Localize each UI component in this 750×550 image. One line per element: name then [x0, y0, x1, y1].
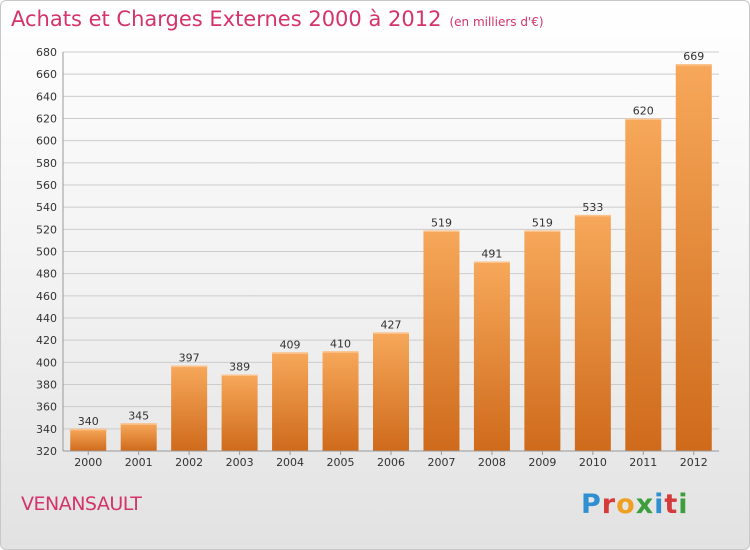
bar-highlight — [675, 64, 712, 66]
axes: 320 340 360 380 400 420 440 460 480 500 520 540 560 5… — [36, 46, 719, 469]
logo-letter: o — [616, 489, 636, 520]
bar-highlight — [272, 352, 309, 354]
y-tick-label: 480 — [36, 268, 57, 281]
x-tick-label: 2008 — [478, 456, 506, 469]
chart-unit: (en milliers d'€) — [449, 15, 544, 29]
commune-name: VENANSAULT — [21, 493, 142, 515]
x-tick-label: 2002 — [175, 456, 203, 469]
x-tick-label: 2010 — [579, 456, 607, 469]
bar-highlight — [423, 230, 460, 232]
bar-highlight — [322, 351, 359, 353]
bar-highlight — [373, 332, 409, 334]
chart-title: Achats et Charges Externes 2000 à 2012 (e… — [11, 7, 544, 31]
y-tick-label: 580 — [36, 157, 57, 170]
bar-2011 — [625, 118, 662, 451]
bar-2002 — [171, 365, 208, 451]
bar-2000 — [70, 428, 107, 451]
bar-highlight — [574, 214, 611, 217]
proxiti-logo[interactable]: Proxiti — [581, 489, 689, 520]
bar-2008 — [473, 261, 510, 451]
y-tick-label: 380 — [36, 379, 57, 392]
bar-highlight — [70, 428, 107, 431]
logo-letter: P — [581, 489, 602, 520]
x-tick-label: 2006 — [377, 456, 405, 469]
y-tick-label: 420 — [36, 334, 57, 347]
bar-highlight — [221, 374, 258, 377]
y-tick-label: 600 — [36, 135, 57, 148]
logo-letter: x — [635, 489, 655, 520]
logo-letter: r — [601, 489, 617, 520]
data-label: 409 — [280, 338, 301, 351]
y-tick-label: 400 — [36, 356, 57, 369]
data-label: 397 — [179, 352, 200, 365]
bar-2005 — [322, 351, 359, 451]
y-tick-label: 540 — [36, 201, 57, 214]
data-label: 427 — [381, 318, 402, 331]
x-tick-label: 2007 — [427, 456, 455, 469]
y-tick-label: 660 — [36, 68, 57, 81]
y-tick-label: 460 — [36, 290, 57, 303]
bar-highlight — [473, 261, 510, 263]
logo-letter: t — [664, 489, 679, 520]
bar-2004 — [272, 352, 309, 451]
bars — [70, 64, 712, 452]
y-tick-label: 620 — [36, 113, 57, 126]
x-tick-label: 2011 — [629, 456, 657, 469]
data-label: 669 — [683, 50, 704, 63]
y-tick-label: 520 — [36, 223, 57, 236]
bar-2012 — [675, 64, 712, 452]
bar-2007 — [423, 230, 460, 451]
data-label: 345 — [128, 409, 149, 422]
y-tick-label: 440 — [36, 312, 57, 325]
bar-2003 — [221, 374, 258, 451]
chart-title-text: Achats et Charges Externes 2000 à 2012 — [11, 7, 442, 31]
x-tick-label: 2012 — [680, 456, 708, 469]
x-tick-label: 2005 — [327, 456, 355, 469]
bar-2001 — [120, 423, 157, 451]
bar-highlight — [120, 423, 157, 425]
data-label: 340 — [78, 415, 99, 428]
data-label: 389 — [229, 361, 250, 374]
y-tick-label: 500 — [36, 246, 57, 259]
bar-highlight — [171, 365, 208, 368]
y-tick-label: 360 — [36, 401, 57, 414]
data-labels: 340 345 397 389 409 410 427 519 491 519 533 620 669 — [78, 50, 705, 428]
y-tick-label: 560 — [36, 179, 57, 192]
data-label: 620 — [633, 105, 654, 118]
data-label: 491 — [481, 247, 502, 260]
data-label: 519 — [532, 216, 553, 229]
x-tick-label: 2004 — [276, 456, 304, 469]
bar-2009 — [524, 230, 561, 451]
bar-2006 — [373, 332, 409, 451]
bar-highlight — [625, 118, 662, 120]
x-tick-label: 2000 — [74, 456, 102, 469]
data-label: 410 — [330, 337, 351, 350]
y-tick-label: 340 — [36, 423, 57, 436]
x-tick-label: 2009 — [528, 456, 556, 469]
y-tick-label: 680 — [36, 46, 57, 59]
bar-2010 — [574, 214, 611, 451]
y-tick-label: 640 — [36, 90, 57, 103]
x-tick-label: 2001 — [125, 456, 153, 469]
bar-highlight — [524, 230, 561, 232]
logo-letter: i — [654, 489, 665, 520]
data-label: 533 — [582, 201, 603, 214]
y-tick-label: 320 — [36, 445, 57, 458]
data-label: 519 — [431, 216, 452, 229]
logo-letter: i — [678, 489, 689, 520]
x-tick-label: 2003 — [226, 456, 254, 469]
